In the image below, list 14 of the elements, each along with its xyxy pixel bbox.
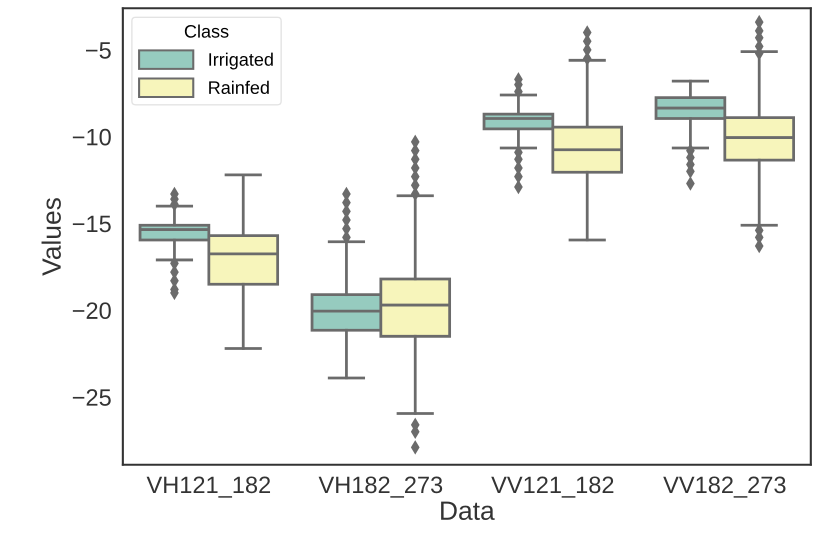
y-tick-label: −25: [72, 389, 111, 406]
y-tick-label: −15: [72, 216, 111, 232]
x-axis-title: Data: [441, 502, 495, 520]
legend-label: Rainfed: [209, 80, 269, 94]
x-tick-label: VH121_182: [146, 476, 270, 498]
y-tick-label: −20: [72, 302, 111, 320]
y-tick-label: −5: [86, 42, 111, 59]
legend-title: Class: [184, 24, 228, 38]
y-axis-title: Values: [42, 198, 61, 276]
y-tick-label: −10: [72, 128, 111, 146]
x-tick-label: VH182_273: [318, 476, 442, 498]
x-tick-label: VV121_182: [491, 476, 614, 498]
legend-label: Irrigated: [209, 52, 273, 70]
x-tick-label: VV182_273: [663, 476, 786, 498]
